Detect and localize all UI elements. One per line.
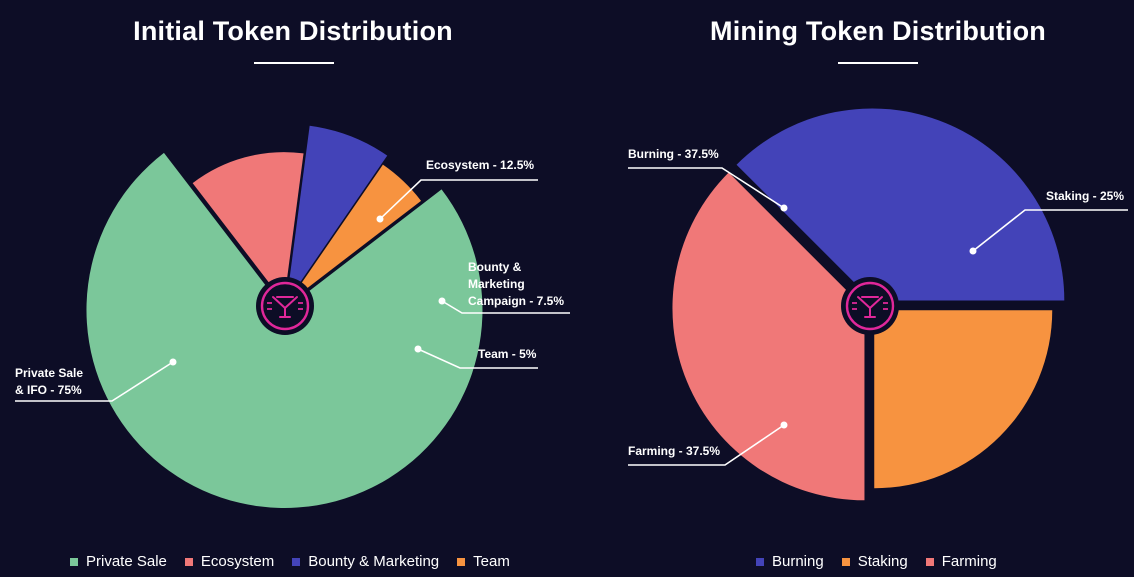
slice-staking <box>874 310 1053 489</box>
legend-label: Team <box>473 553 510 570</box>
slice-ecosystem <box>192 152 304 303</box>
chart-1-title: Initial Token Distribution <box>133 16 453 46</box>
legend-item-bounty-marketing: Bounty & Marketing <box>292 553 439 570</box>
leader-line-team <box>417 348 538 369</box>
leader-dot-burning <box>780 204 788 212</box>
logo-badge-bg <box>256 277 314 335</box>
callout-staking: Staking - 25% <box>1046 189 1125 203</box>
leader-dot-ecosystem <box>376 215 384 223</box>
chart-2-title-underline <box>838 62 918 64</box>
slice-bounty-marketing-campaign <box>286 125 388 303</box>
callout-burning: Burning - 37.5% <box>628 147 719 161</box>
leader-dot-team <box>414 345 422 353</box>
legend-swatch <box>70 557 78 566</box>
logo-badge-bg <box>841 277 899 335</box>
legend-swatch <box>457 557 466 566</box>
leader-line-private-sale-ifo <box>15 361 174 402</box>
callout-bounty-marketing: Bounty & Marketing Campaign - 7.5% <box>468 260 565 308</box>
legend-item-farming: Farming <box>925 553 997 570</box>
callout-team: Team - 5% <box>478 347 537 361</box>
chart-1-title-underline <box>254 62 334 64</box>
legend-label: Farming <box>941 553 997 570</box>
leader-dot-staking <box>969 247 977 255</box>
slice-farming <box>672 172 865 501</box>
legend-label: Private Sale <box>86 553 167 570</box>
logo-badge-ring <box>845 281 895 331</box>
logo-side-marks <box>267 302 303 310</box>
leader-line-staking <box>972 209 1128 252</box>
callout-ecosystem: Ecosystem - 12.5% <box>426 158 535 172</box>
slice-burning <box>736 108 1065 301</box>
legend-item-private-sale: Private Sale <box>70 553 167 570</box>
leader-line-burning <box>628 167 785 209</box>
leader-line-bounty-marketing-campaign <box>441 300 570 314</box>
leader-line-ecosystem <box>379 179 538 220</box>
leader-dot-bounty-marketing-campaign <box>438 297 446 305</box>
chart-2-title: Mining Token Distribution <box>710 16 1046 46</box>
legend-swatch <box>841 557 850 566</box>
logo-badge-ring <box>260 281 310 331</box>
legend-label: Burning <box>772 553 824 570</box>
legend-swatch <box>925 557 934 566</box>
chart-1-legend: Private Sale Ecosystem Bounty & Marketin… <box>70 553 510 570</box>
legend-item-team: Team <box>457 553 510 570</box>
legend-label: Ecosystem <box>200 553 275 570</box>
leader-line-farming <box>628 424 785 466</box>
legend-item-ecosystem: Ecosystem <box>184 553 275 570</box>
cocktail-glass-icon <box>857 296 883 318</box>
legend-swatch <box>292 557 301 566</box>
leader-dot-private-sale-ifo <box>169 358 177 366</box>
legend-item-burning: Burning <box>756 553 824 570</box>
chart-2-legend: Burning Staking Farming <box>756 553 997 570</box>
legend-swatch <box>184 557 193 566</box>
legend-label: Staking <box>857 553 908 570</box>
cocktail-glass-icon <box>272 296 298 318</box>
slice-team <box>287 164 422 304</box>
logo-side-marks <box>852 302 888 310</box>
legend-label: Bounty & Marketing <box>308 553 440 570</box>
callout-farming: Farming - 37.5% <box>628 444 721 458</box>
legend-item-staking: Staking <box>841 553 908 570</box>
legend-swatch <box>756 557 764 566</box>
callout-private-sale: Private Sale & IFO - 75% <box>15 366 84 397</box>
leader-dot-farming <box>780 421 788 429</box>
